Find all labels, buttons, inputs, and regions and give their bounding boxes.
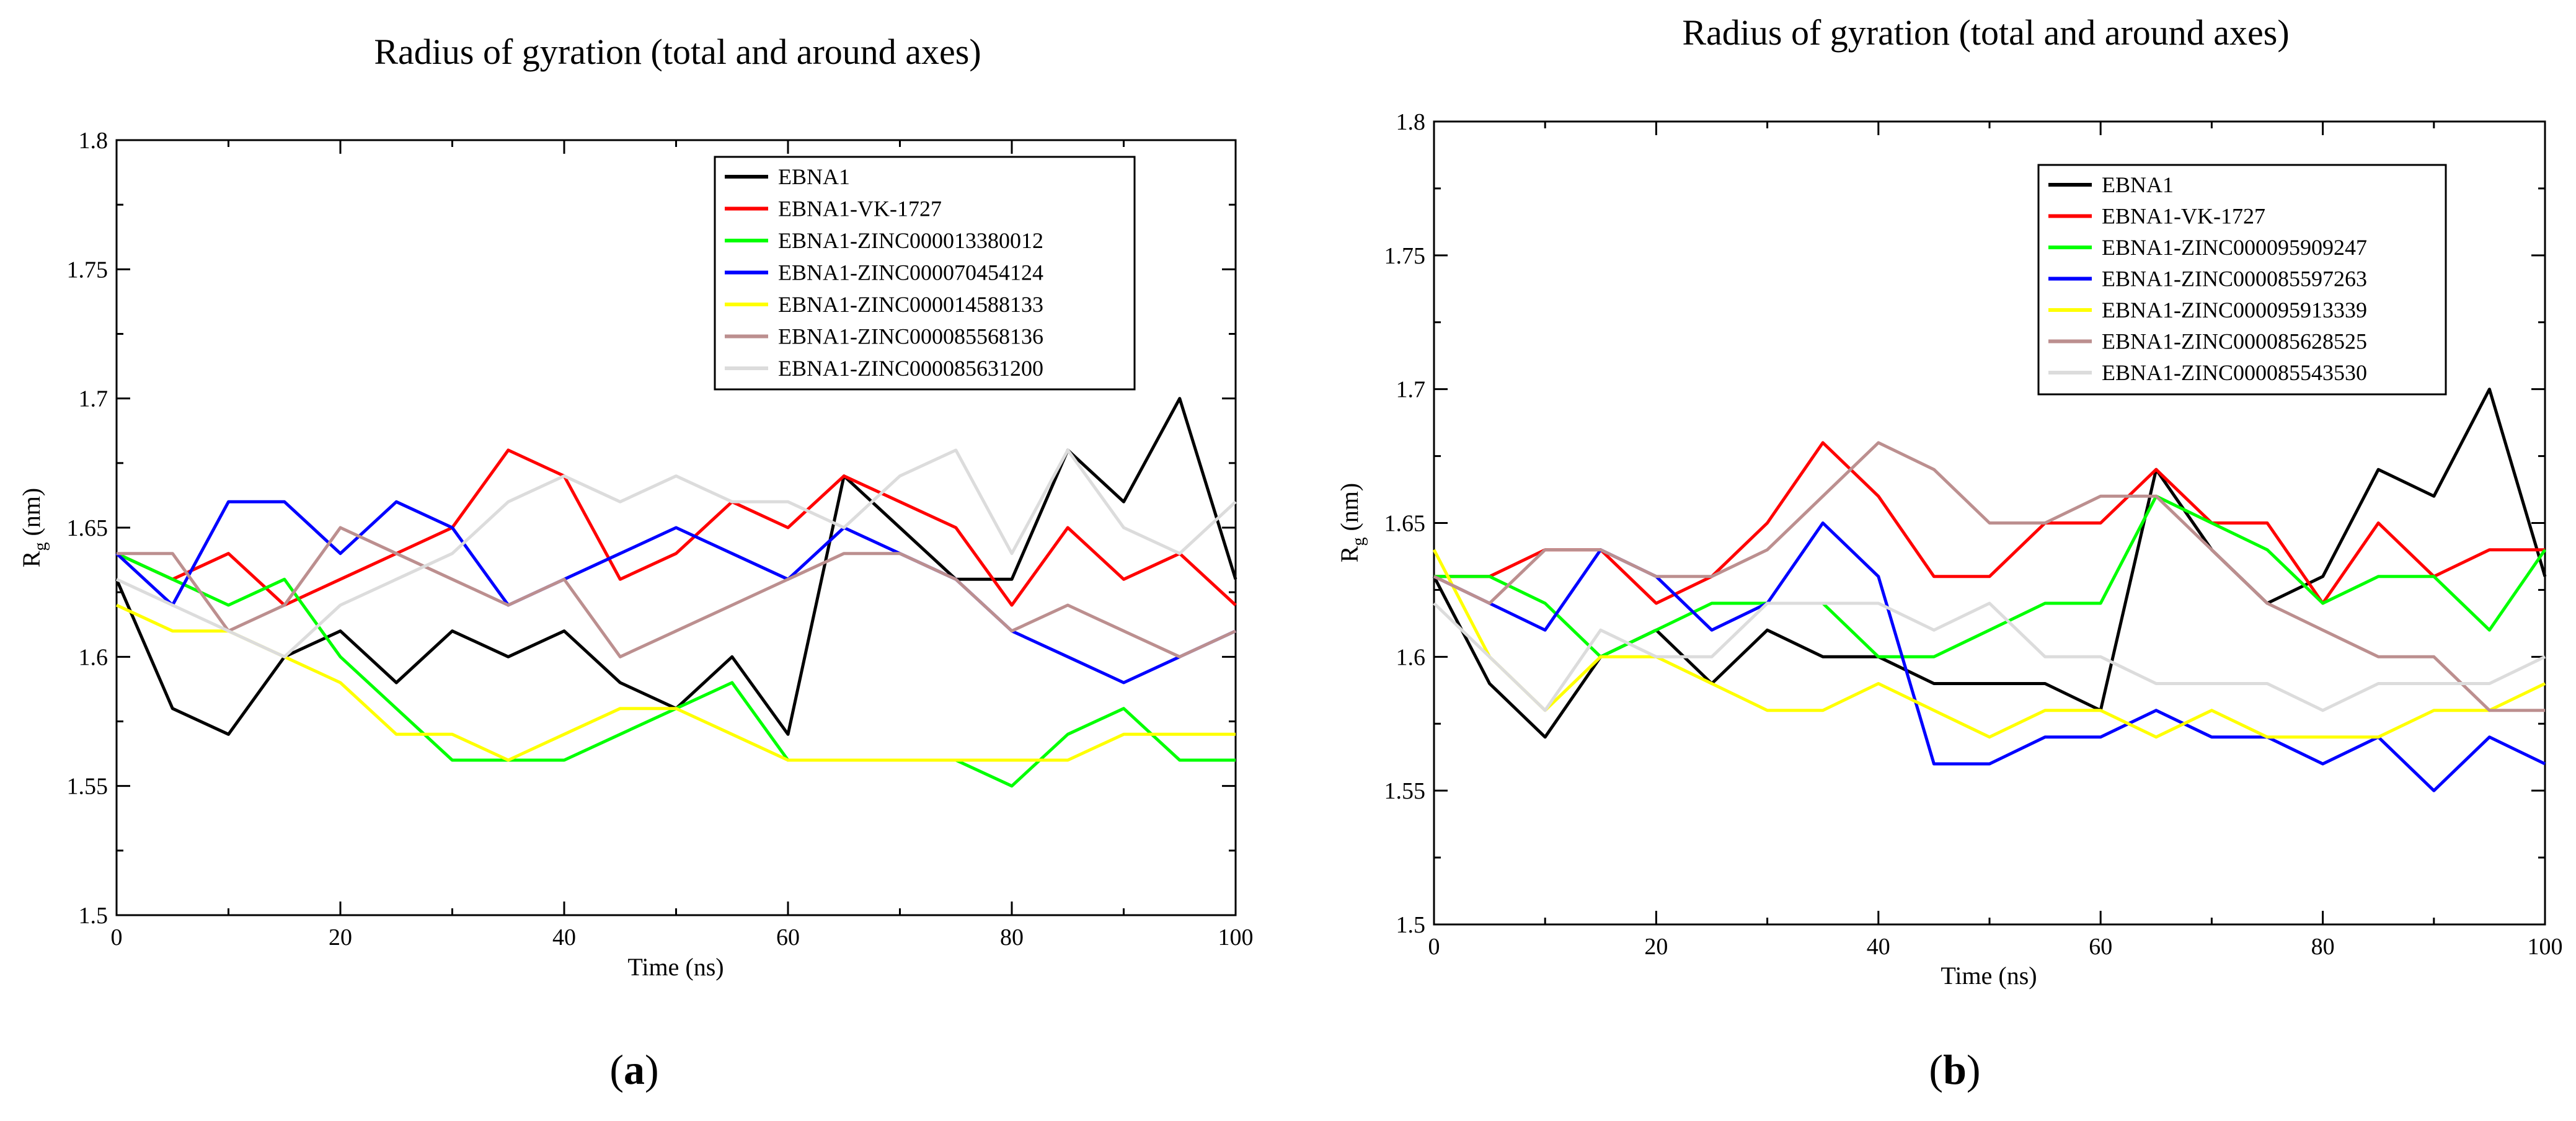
legend-label: EBNA1-ZINC000013380012: [778, 228, 1043, 253]
series-line: [1432, 549, 2546, 739]
panel-caption-letter: a: [624, 1046, 645, 1093]
x-tick-label: 80: [1000, 924, 1024, 950]
legend: EBNA1 EBNA1-VK-1727 EBNA1-ZINC000013380012…: [714, 156, 1136, 391]
series-line: [1433, 601, 2546, 712]
y-tick-label: 1.55: [67, 774, 108, 800]
legend-label: EBNA1-VK-1727: [778, 197, 942, 221]
legend-label: EBNA1-ZINC000014588133: [778, 292, 1043, 317]
y-tick-label: 1.65: [1384, 511, 1426, 537]
y-axis-label-main: R: [17, 551, 45, 567]
x-tick-label: 20: [1644, 934, 1668, 960]
y-tick-label: 1.75: [67, 257, 108, 283]
legend-label: EBNA1: [778, 164, 850, 189]
x-axis-label: Time (ns): [627, 953, 724, 981]
y-tick-label: 1.65: [67, 515, 108, 541]
legend-box: [2037, 164, 2447, 396]
series-line: [1434, 494, 2547, 658]
panel-caption-letter: b: [1943, 1046, 1967, 1093]
x-tick-label: 100: [1218, 924, 1254, 950]
panel-b: Radius of gyration (total and around axe…: [1335, 12, 2563, 1093]
legend-label: EBNA1-ZINC000095909247: [2102, 235, 2367, 260]
legend-label: EBNA1-ZINC000085631200: [778, 356, 1043, 381]
x-tick-label: 0: [1428, 934, 1440, 960]
panel-caption: (b): [1929, 1046, 1980, 1093]
y-tick-label: 1.7: [79, 386, 108, 412]
x-tick-label: 40: [552, 924, 576, 950]
y-tick-label: 1.6: [79, 644, 108, 670]
series-line: [117, 526, 1237, 658]
panel-a: Radius of gyration (total and around axe…: [17, 32, 1254, 1093]
chart-title: Radius of gyration (total and around axe…: [1682, 12, 2289, 53]
y-axis-label: Rg (nm): [17, 488, 50, 567]
x-axis-label: Time (ns): [1941, 962, 2037, 990]
y-tick-label: 1.8: [79, 128, 108, 154]
y-axis-label-sub: g: [31, 543, 50, 551]
x-tick-label: 60: [776, 924, 800, 950]
y-axis-label-unit: (nm): [1335, 483, 1363, 538]
series-line: [1434, 441, 2545, 605]
x-tick-label: 60: [2089, 934, 2112, 960]
series-line: [115, 448, 1237, 658]
y-tick-label: 1.75: [1384, 243, 1426, 269]
y-tick-label: 1.7: [1396, 377, 1426, 403]
legend-label: EBNA1-ZINC000085628525: [2102, 329, 2367, 354]
y-axis-label-unit: (nm): [17, 488, 45, 543]
legend-label: EBNA1-ZINC000085543530: [2102, 360, 2367, 385]
y-tick-label: 1.6: [1396, 644, 1426, 670]
y-tick-label: 1.5: [79, 903, 108, 929]
x-tick-label: 40: [1867, 934, 1890, 960]
y-axis-label: Rg (nm): [1335, 483, 1368, 562]
x-tick-label: 80: [2311, 934, 2335, 960]
chart-title: Radius of gyration (total and around axe…: [374, 32, 981, 72]
series-line: [115, 500, 1237, 685]
legend-label: EBNA1-ZINC000085597263: [2102, 267, 2367, 291]
legend-label: EBNA1: [2102, 172, 2174, 197]
y-tick-label: 1.5: [1396, 912, 1426, 938]
y-tick-label: 1.8: [1396, 109, 1426, 135]
series-line: [1433, 441, 2545, 712]
legend-label: EBNA1-ZINC000070454124: [778, 260, 1043, 285]
legend: EBNA1 EBNA1-VK-1727 EBNA1-ZINC000095909247…: [2037, 164, 2447, 396]
series-line: [115, 448, 1237, 607]
y-tick-label: 1.55: [1384, 778, 1426, 804]
legend-label: EBNA1-ZINC000095913339: [2102, 298, 2367, 322]
legend-label: EBNA1-ZINC000085568136: [778, 324, 1043, 349]
axis-ticks: 0 20 40 60 80 100 1.5 1.55 1.6 1.65 1.7 1.75 1.8: [1384, 109, 2563, 960]
series-line: [115, 603, 1236, 762]
legend-box: [714, 156, 1136, 391]
panel-caption: (a): [609, 1046, 658, 1093]
series-layer: [115, 397, 1237, 788]
x-tick-label: 100: [2528, 934, 2563, 960]
legend-label: EBNA1-VK-1727: [2102, 204, 2265, 229]
y-axis-label-sub: g: [1349, 538, 1368, 546]
y-axis-label-main: R: [1335, 546, 1363, 562]
x-tick-label: 0: [111, 924, 123, 950]
series-layer: [1432, 388, 2547, 792]
axis-ticks: 0 20 40 60 80 100 1.5 1.55 1.6 1.65 1.7 1.75 1.8: [67, 128, 1254, 950]
x-tick-label: 20: [329, 924, 352, 950]
